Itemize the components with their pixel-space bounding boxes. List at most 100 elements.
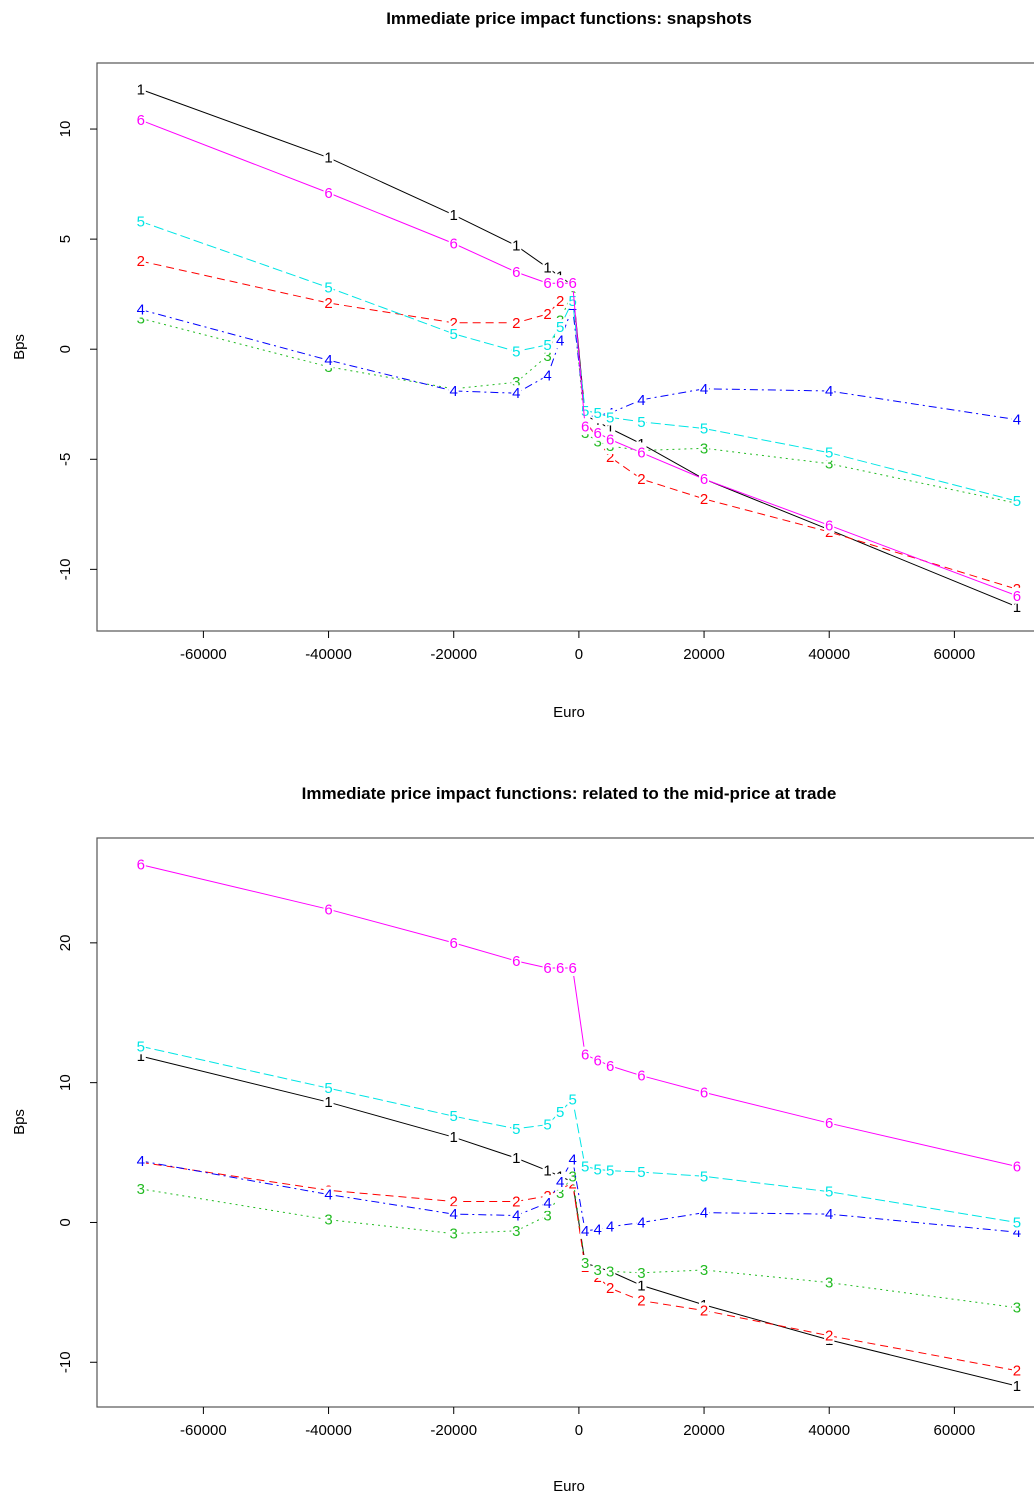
marker-bg xyxy=(323,184,334,201)
marker-bg xyxy=(511,953,522,970)
data-point-marker: 4 xyxy=(324,352,332,369)
marker-bg xyxy=(592,1261,603,1278)
marker-bg xyxy=(323,1094,334,1111)
marker-bg xyxy=(1011,1378,1022,1395)
data-point-marker: 5 xyxy=(581,403,589,420)
data-point-marker: 5 xyxy=(593,405,601,422)
data-point-marker: 5 xyxy=(324,1080,332,1097)
marker-bg xyxy=(824,1327,835,1344)
marker-bg xyxy=(511,1150,522,1167)
marker-bg xyxy=(567,275,578,292)
marker-bg xyxy=(824,1183,835,1200)
series-group: 1111111111111122222222222222333333333333… xyxy=(135,81,1022,616)
axis-ticks: -60000 -40000 -20000 0 20000 40000 60000 -10 -5 0… xyxy=(57,121,975,663)
data-point-marker: 2 xyxy=(606,1280,614,1297)
data-point-marker: 2 xyxy=(700,1303,708,1320)
data-point-marker: 2 xyxy=(324,295,332,312)
marker-bg xyxy=(323,901,334,918)
marker-bg xyxy=(605,1263,616,1280)
plot-frame xyxy=(96,837,1034,1408)
data-point-marker: 4 xyxy=(556,332,564,349)
marker-bg xyxy=(699,1302,710,1319)
marker-bg xyxy=(135,310,146,327)
data-point-marker: 3 xyxy=(568,1168,576,1185)
y-axis-label: Bps xyxy=(11,1109,28,1135)
marker-bg xyxy=(824,1274,835,1291)
y-tick-label: -5 xyxy=(57,453,74,466)
series-line xyxy=(140,864,1018,1167)
marker-bg xyxy=(824,383,835,400)
data-point-marker: 4 xyxy=(568,1152,576,1169)
axis-ticks: -60000 -40000 -20000 0 20000 40000 60000 -10 0 10… xyxy=(57,935,975,1439)
data-point-marker: 2 xyxy=(512,1193,520,1210)
data-point-marker: 4 xyxy=(556,1174,564,1191)
marker-bg xyxy=(605,1162,616,1179)
marker-bg xyxy=(592,1052,603,1069)
data-point-marker: 4 xyxy=(137,302,145,319)
marker-bg xyxy=(555,960,566,977)
data-point-marker: 6 xyxy=(324,901,332,918)
data-point-marker: 4 xyxy=(637,392,645,409)
marker-bg xyxy=(699,420,710,437)
data-point-marker: 5 xyxy=(825,1184,833,1201)
data-point-marker: 6 xyxy=(581,1047,589,1064)
data-point-marker: 5 xyxy=(568,293,576,310)
x-tick-label: -40000 xyxy=(305,1422,352,1439)
marker-bg xyxy=(605,1057,616,1074)
data-point-marker: 4 xyxy=(593,1221,601,1238)
x-tick-label: 20000 xyxy=(683,646,725,663)
marker-bg xyxy=(592,424,603,441)
data-point-marker: 4 xyxy=(543,1195,551,1212)
data-point-marker: 5 xyxy=(1013,493,1021,510)
data-point-marker: 4 xyxy=(543,368,551,385)
data-point-marker: 3 xyxy=(700,1262,708,1279)
data-point-marker: 6 xyxy=(543,275,551,292)
marker-bg xyxy=(580,402,591,419)
marker-bg xyxy=(1011,1224,1022,1241)
data-point-marker: 4 xyxy=(450,383,458,400)
data-point-marker: 5 xyxy=(324,280,332,297)
marker-bg xyxy=(448,383,459,400)
data-point-marker: 6 xyxy=(1013,588,1021,605)
x-tick-label: -40000 xyxy=(305,646,352,663)
marker-bg xyxy=(135,81,146,98)
series-group: 1111111111111122222222222222333333333333… xyxy=(135,856,1022,1395)
data-point-marker: 1 xyxy=(543,1163,551,1180)
x-tick-label: 0 xyxy=(575,1422,583,1439)
marker-bg xyxy=(555,1173,566,1190)
data-point-marker: 6 xyxy=(593,425,601,442)
data-point-marker: 2 xyxy=(450,1193,458,1210)
data-point-marker: 3 xyxy=(324,1212,332,1229)
data-point-marker: 2 xyxy=(700,491,708,508)
marker-bg xyxy=(135,253,146,270)
chart-panel-mid-price: Immediate price impact functions: relate… xyxy=(11,784,1034,1495)
marker-bg xyxy=(699,1204,710,1221)
marker-bg xyxy=(605,431,616,448)
marker-bg xyxy=(511,1193,522,1210)
data-point-marker: 5 xyxy=(512,343,520,360)
data-point-marker: 5 xyxy=(825,445,833,462)
marker-bg xyxy=(555,275,566,292)
data-point-marker: 6 xyxy=(593,1052,601,1069)
data-point-marker: 6 xyxy=(556,960,564,977)
data-point-marker: 3 xyxy=(512,374,520,391)
series-1: 11111111111111 xyxy=(135,81,1022,616)
data-point-marker: 4 xyxy=(450,1206,458,1223)
marker-bg xyxy=(605,1218,616,1235)
x-tick-label: -60000 xyxy=(180,646,227,663)
data-point-marker: 6 xyxy=(543,960,551,977)
data-point-marker: 3 xyxy=(543,1207,551,1224)
data-point-marker: 3 xyxy=(593,1262,601,1279)
marker-bg xyxy=(636,1292,647,1309)
series-line xyxy=(140,291,1018,504)
marker-bg xyxy=(699,440,710,457)
marker-bg xyxy=(448,325,459,342)
data-point-marker: 6 xyxy=(637,1068,645,1085)
data-point-marker: 4 xyxy=(1013,412,1021,429)
marker-bg xyxy=(448,1206,459,1223)
data-point-marker: 6 xyxy=(556,275,564,292)
marker-bg xyxy=(135,856,146,873)
